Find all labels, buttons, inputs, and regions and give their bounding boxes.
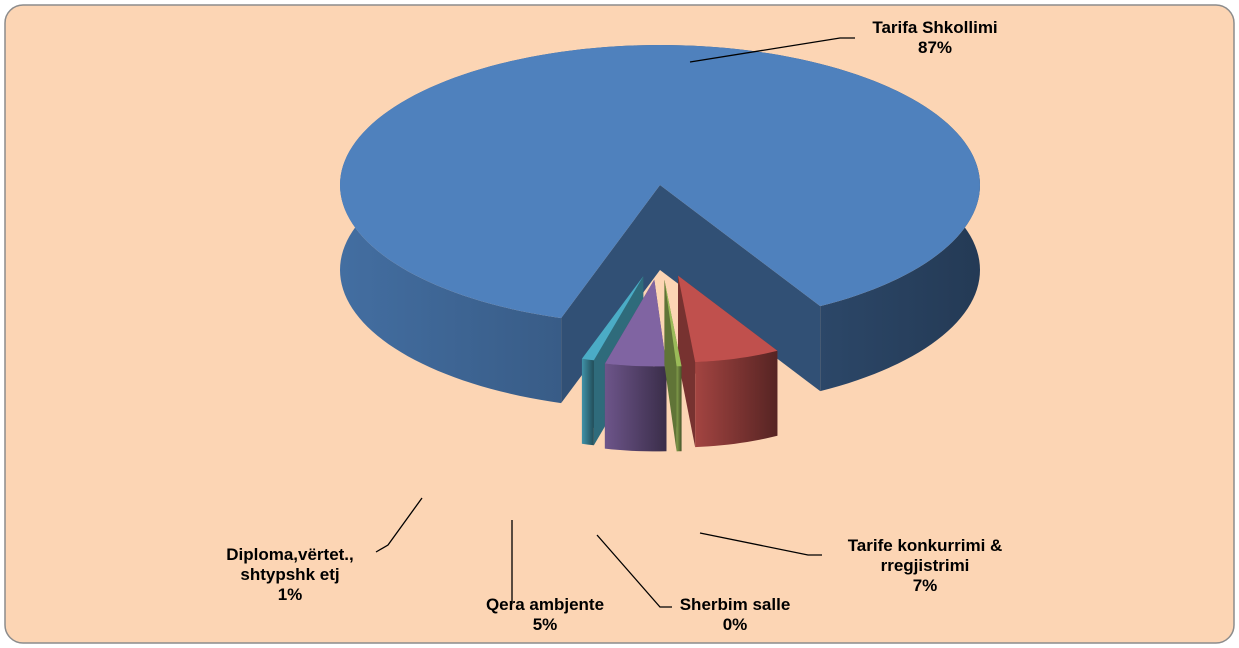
- slice: [581, 276, 644, 361]
- leader-line: [375, 497, 423, 553]
- category-label: Diploma,vërtet., shtypshk etj: [226, 545, 354, 584]
- slice-wall: [676, 366, 682, 452]
- slice-side: [660, 185, 821, 392]
- value-label: 1%: [277, 585, 303, 604]
- slice: [664, 279, 682, 367]
- value-label: 5%: [532, 615, 558, 634]
- slice: [604, 279, 667, 367]
- leader-line: [689, 37, 855, 63]
- data-label: Tarife konkurrimi & rregjistrimi 7%: [820, 536, 1030, 596]
- slice-side: [678, 275, 696, 448]
- leader-lines: [375, 37, 855, 608]
- slice-group: [664, 279, 682, 452]
- slice-group: [604, 279, 667, 452]
- leader-line: [596, 534, 672, 608]
- pie: [340, 45, 980, 452]
- value-label: 7%: [912, 576, 938, 595]
- leader-line: [699, 532, 822, 556]
- slice-wall: [604, 363, 667, 452]
- data-label: Sherbim salle 0%: [645, 595, 825, 635]
- value-label: 87%: [917, 38, 953, 57]
- slice-side: [561, 185, 660, 404]
- category-label: Qera ambjente: [485, 595, 605, 614]
- data-label: Qera ambjente 5%: [455, 595, 635, 635]
- slice-wall: [581, 358, 594, 446]
- category-label: Sherbim salle: [679, 595, 791, 614]
- slice-wall: [695, 350, 778, 448]
- slice-side: [664, 279, 677, 452]
- slice: [340, 45, 980, 319]
- slice-group: [678, 275, 778, 448]
- value-label: 0%: [722, 615, 748, 634]
- data-label: Tarifa Shkollimi 87%: [835, 18, 1035, 58]
- category-label: Tarife konkurrimi & rregjistrimi: [847, 536, 1003, 575]
- category-label: Tarifa Shkollimi: [872, 18, 998, 37]
- slice: [678, 275, 778, 363]
- slice-group: [340, 45, 980, 404]
- data-label: Diploma,vërtet., shtypshk etj 1%: [200, 545, 380, 605]
